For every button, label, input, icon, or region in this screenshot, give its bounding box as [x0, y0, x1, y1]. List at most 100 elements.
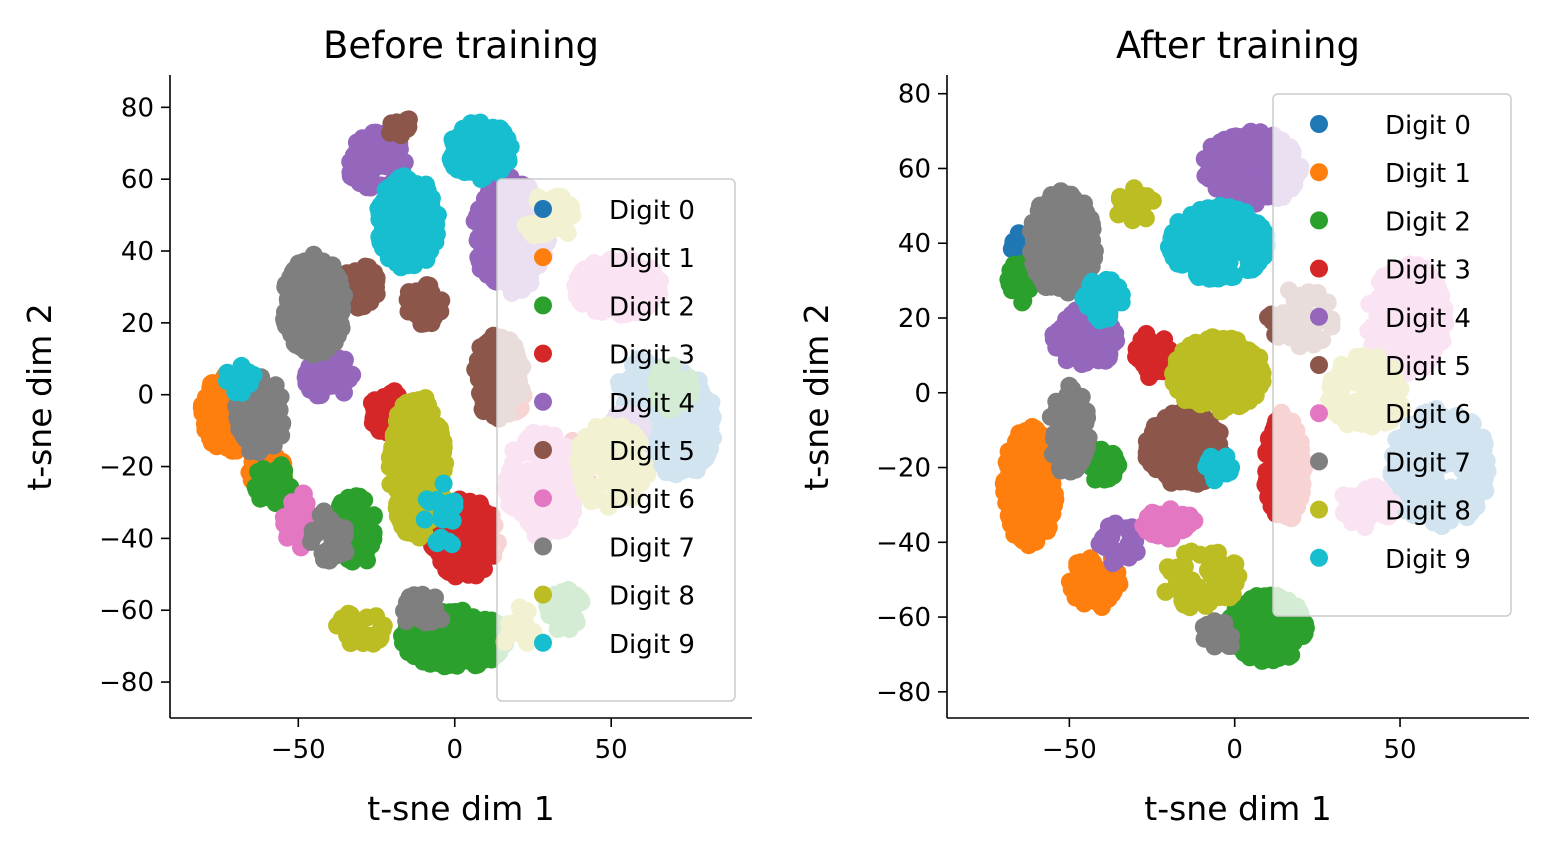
data-point	[365, 124, 384, 143]
data-point	[1083, 576, 1101, 595]
data-point	[399, 117, 418, 136]
data-point	[367, 278, 385, 297]
y-tick-label: −20	[99, 453, 154, 483]
data-point	[407, 408, 426, 427]
data-point	[374, 616, 393, 635]
data-point	[417, 237, 435, 256]
data-point	[302, 532, 320, 551]
data-point	[399, 242, 418, 261]
y-tick-label: −60	[99, 596, 154, 626]
data-point	[1068, 587, 1086, 605]
data-point	[254, 412, 272, 431]
data-point	[391, 509, 410, 527]
data-point	[415, 643, 434, 662]
data-point	[349, 614, 368, 633]
x-tick-label: 50	[595, 735, 628, 765]
y-tick-label: 80	[121, 93, 154, 123]
y-tick-label: 40	[121, 237, 154, 267]
data-point	[193, 404, 212, 423]
data-point	[415, 510, 434, 529]
legend-label: Digit 0	[609, 196, 695, 226]
data-point	[1004, 255, 1023, 274]
data-point	[1289, 617, 1308, 636]
data-point	[429, 295, 448, 314]
legend-marker	[534, 392, 552, 411]
data-point	[412, 198, 431, 217]
data-point	[405, 605, 424, 624]
data-point	[422, 404, 441, 422]
data-point	[341, 163, 360, 182]
data-point	[395, 153, 414, 172]
data-point	[201, 419, 220, 438]
legend-label: Digit 1	[609, 244, 695, 274]
data-point	[1264, 620, 1283, 639]
legend-label: Digit 7	[609, 533, 695, 563]
data-point	[1011, 449, 1030, 468]
data-point	[350, 487, 369, 506]
legend-marker	[534, 248, 552, 267]
data-point	[1270, 648, 1289, 667]
data-point	[248, 390, 267, 409]
data-point	[301, 255, 320, 274]
x-tick-label: −50	[271, 735, 326, 765]
data-point	[1107, 452, 1126, 471]
legend-label: Digit 3	[609, 341, 695, 371]
data-point	[417, 218, 436, 237]
legend-marker	[534, 296, 552, 315]
data-point	[278, 528, 297, 547]
data-point	[344, 149, 363, 168]
data-point	[466, 530, 485, 549]
data-point	[363, 153, 382, 172]
chart-title: Before training	[323, 24, 599, 67]
data-point	[300, 374, 319, 393]
data-point	[1057, 351, 1076, 370]
legend-label: Digit 6	[609, 485, 695, 515]
data-point	[446, 563, 465, 582]
data-point	[481, 513, 499, 532]
x-axis-label: t-sne dim 1	[367, 789, 555, 828]
data-point	[283, 263, 302, 282]
data-point	[469, 498, 488, 517]
legend-marker	[534, 441, 552, 459]
legend-marker	[534, 633, 552, 652]
data-point	[459, 515, 477, 534]
data-point	[483, 118, 502, 137]
data-point	[1027, 450, 1046, 469]
legend-marker	[534, 585, 552, 604]
data-point	[1043, 486, 1062, 505]
data-point	[264, 484, 283, 503]
data-point	[442, 152, 461, 171]
legend-label: Digit 4	[609, 389, 695, 419]
data-point	[391, 226, 410, 245]
y-tick-label: 60	[121, 165, 154, 195]
data-point	[995, 472, 1014, 491]
data-point	[1241, 646, 1260, 665]
data-point	[470, 209, 488, 228]
y-tick-label: −40	[99, 524, 154, 554]
data-point	[238, 413, 257, 432]
data-point	[1018, 500, 1037, 519]
data-point	[401, 296, 420, 315]
data-point	[417, 467, 436, 486]
data-point	[423, 597, 442, 616]
data-point	[271, 465, 290, 484]
data-point	[475, 560, 493, 578]
data-point	[332, 612, 351, 631]
data-point	[328, 278, 347, 297]
data-point	[1134, 355, 1153, 374]
data-point	[410, 283, 429, 302]
data-point	[409, 391, 428, 410]
data-point	[309, 332, 328, 350]
data-point	[473, 362, 492, 381]
data-point	[308, 289, 326, 308]
legend-marker	[534, 489, 552, 508]
data-point	[439, 508, 458, 527]
series-digit-7	[227, 245, 451, 632]
data-point	[376, 151, 395, 170]
data-point	[293, 326, 312, 345]
data-point	[374, 239, 392, 258]
legend-label: Digit 9	[609, 630, 695, 660]
data-point	[465, 128, 484, 147]
